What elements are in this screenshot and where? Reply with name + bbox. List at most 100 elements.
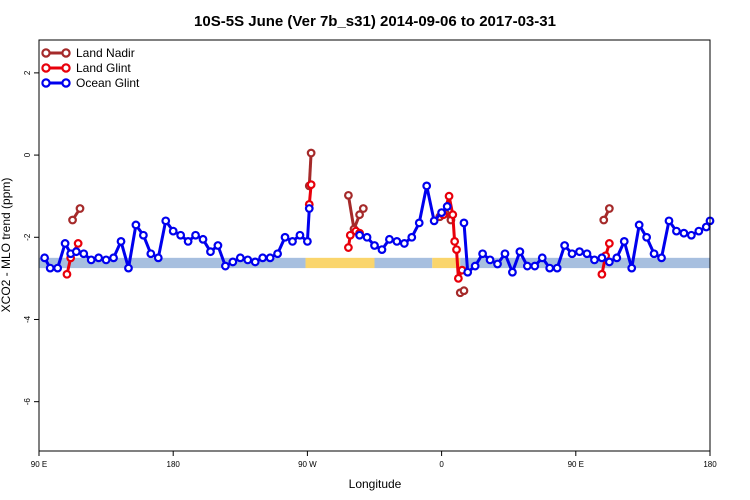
data-point-ocean-glint xyxy=(478,249,488,259)
data-point-land-nadir xyxy=(68,215,77,225)
data-point-ocean-glint xyxy=(686,230,696,240)
data-point-land-glint xyxy=(345,230,355,240)
data-point-ocean-glint xyxy=(131,220,141,230)
surface-band xyxy=(39,257,710,269)
data-point-land-nadir xyxy=(604,204,614,213)
data-point-land-glint xyxy=(452,245,461,255)
data-point-ocean-glint xyxy=(463,267,473,277)
data-point-ocean-glint xyxy=(53,263,63,273)
data-point-land-glint xyxy=(453,273,463,283)
x-tick-label: 90 E xyxy=(31,460,47,469)
data-point-ocean-glint xyxy=(604,257,614,267)
data-point-ocean-glint xyxy=(442,202,452,211)
data-point-ocean-glint xyxy=(370,241,379,250)
data-point-ocean-glint xyxy=(295,230,305,240)
data-point-ocean-glint xyxy=(537,253,547,263)
legend-item-ocean-glint: Ocean Glint xyxy=(41,76,140,90)
y-tick-label: -2 xyxy=(23,233,32,241)
data-point-land-glint xyxy=(62,269,72,279)
data-point-ocean-glint xyxy=(109,253,118,263)
data-point-ocean-glint xyxy=(694,226,704,236)
data-point-ocean-glint xyxy=(429,216,439,226)
data-point-ocean-glint xyxy=(304,204,314,213)
data-point-ocean-glint xyxy=(40,253,49,263)
legend-swatch-marker xyxy=(61,78,71,88)
data-point-ocean-glint xyxy=(161,216,171,226)
data-point-ocean-glint xyxy=(493,259,502,269)
data-point-ocean-glint xyxy=(597,253,607,263)
data-point-ocean-glint xyxy=(288,236,297,246)
data-point-land-glint xyxy=(344,243,353,252)
data-point-ocean-glint xyxy=(414,218,424,228)
data-point-land-nadir xyxy=(459,286,469,296)
data-point-ocean-glint xyxy=(303,236,312,246)
data-point-ocean-glint xyxy=(522,261,532,271)
legend-item-land-nadir: Land Nadir xyxy=(41,46,135,60)
data-point-ocean-glint xyxy=(101,255,111,265)
x-tick-label: 180 xyxy=(703,460,717,469)
data-point-land-glint xyxy=(306,180,316,190)
y-axis-label: XCO2 - MLO trend (ppm) xyxy=(0,178,13,313)
legend-label: Land Nadir xyxy=(76,46,135,60)
surface-band-segment-4 xyxy=(460,257,710,269)
chart-title: 10S-5S June (Ver 7b_s31) 2014-09-06 to 2… xyxy=(194,13,556,30)
data-point-ocean-glint xyxy=(138,230,148,240)
data-point-ocean-glint xyxy=(422,181,432,191)
data-point-ocean-glint xyxy=(124,263,133,273)
data-point-ocean-glint xyxy=(94,253,104,263)
x-axis: 90 E 180 90 W 0 90 E 180 xyxy=(31,451,717,469)
data-point-ocean-glint xyxy=(116,236,126,246)
legend-swatch-marker xyxy=(41,78,51,88)
data-point-ocean-glint xyxy=(459,218,469,228)
data-point-ocean-glint xyxy=(220,261,230,271)
data-point-land-glint xyxy=(448,210,458,220)
data-point-land-glint xyxy=(73,239,83,248)
y-tick-label: -6 xyxy=(23,398,32,406)
data-point-ocean-glint xyxy=(146,249,156,259)
data-point-ocean-glint xyxy=(508,267,517,277)
data-point-ocean-glint xyxy=(45,263,55,273)
data-point-ocean-glint xyxy=(642,232,652,242)
data-point-ocean-glint xyxy=(198,234,208,244)
data-point-ocean-glint xyxy=(567,249,577,259)
data-point-land-nadir xyxy=(75,204,85,213)
data-point-ocean-glint xyxy=(60,239,70,248)
data-point-ocean-glint xyxy=(71,247,81,257)
data-point-ocean-glint xyxy=(560,241,570,250)
legend-swatch-marker xyxy=(41,63,51,73)
data-point-ocean-glint xyxy=(273,249,282,259)
data-point-ocean-glint xyxy=(619,236,629,246)
x-axis-label: Longitude xyxy=(349,477,402,491)
data-point-land-nadir xyxy=(306,148,316,158)
data-point-ocean-glint xyxy=(627,263,637,273)
surface-band-segment-0 xyxy=(39,257,306,269)
legend-label: Ocean Glint xyxy=(76,76,140,90)
data-point-ocean-glint xyxy=(515,247,525,257)
data-point-ocean-glint xyxy=(385,234,394,244)
data-point-ocean-glint xyxy=(183,236,193,246)
data-point-ocean-glint xyxy=(355,230,364,240)
legend-label: Land Glint xyxy=(76,61,131,75)
y-axis: 2 0 -2 -4 -6 xyxy=(23,70,39,405)
data-point-land-nadir xyxy=(358,204,368,213)
data-point-ocean-glint xyxy=(213,241,223,250)
series-layer xyxy=(40,148,715,298)
data-point-ocean-glint xyxy=(399,239,409,248)
data-point-ocean-glint xyxy=(191,230,200,240)
data-point-ocean-glint xyxy=(377,245,387,255)
data-point-ocean-glint xyxy=(228,257,238,267)
legend-swatch-marker xyxy=(61,63,71,73)
data-point-land-nadir xyxy=(355,210,364,220)
data-point-ocean-glint xyxy=(235,253,245,263)
data-point-ocean-glint xyxy=(672,226,681,236)
data-point-ocean-glint xyxy=(86,255,96,265)
surface-band-segment-2 xyxy=(374,257,433,269)
data-point-ocean-glint xyxy=(392,236,402,246)
data-point-ocean-glint xyxy=(634,220,644,230)
legend-swatch-marker xyxy=(41,48,51,58)
data-point-ocean-glint xyxy=(153,253,163,263)
data-point-ocean-glint xyxy=(582,249,592,259)
data-point-ocean-glint xyxy=(657,253,666,263)
legend-item-land-glint: Land Glint xyxy=(41,61,131,75)
